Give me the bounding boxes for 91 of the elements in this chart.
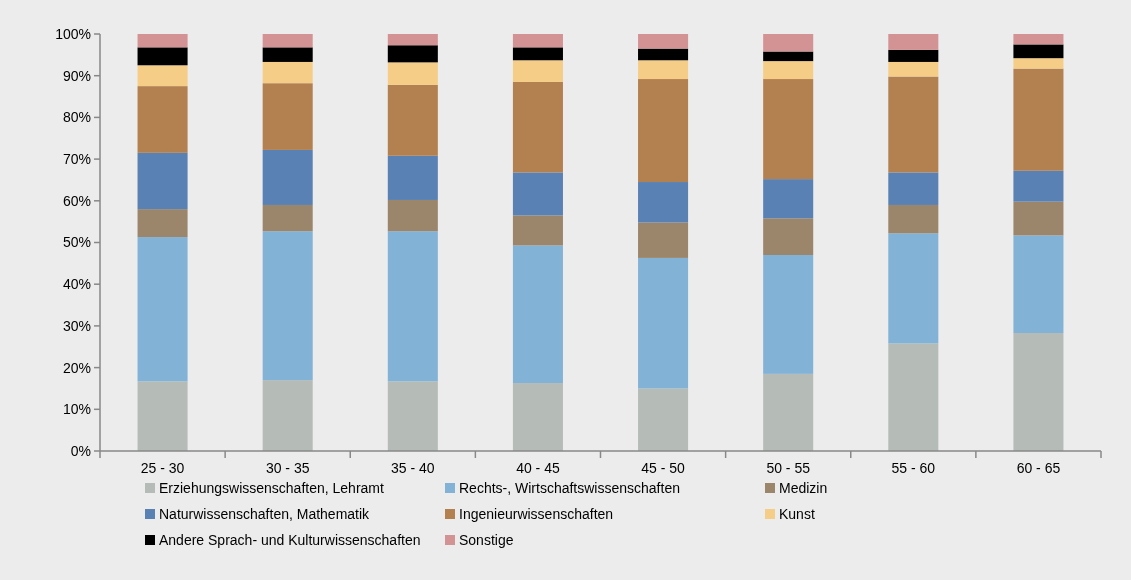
y-tick-label: 40% — [62, 276, 91, 293]
bar — [638, 182, 689, 223]
bar — [387, 231, 438, 382]
bar — [137, 65, 188, 87]
bar — [638, 222, 689, 258]
legend-label: Rechts-, Wirtschaftswissenschaften — [459, 479, 680, 496]
legend-label: Naturwissenschaften, Mathematik — [159, 505, 371, 522]
bar — [262, 34, 313, 48]
bar — [262, 380, 313, 451]
bar — [512, 245, 563, 384]
bar — [387, 84, 438, 156]
bar — [137, 152, 188, 210]
bar — [638, 34, 689, 49]
bar — [262, 204, 313, 232]
bar — [888, 61, 939, 77]
legend-label: Sonstige — [459, 531, 514, 548]
bar — [262, 231, 313, 381]
bar — [262, 149, 313, 205]
bar — [512, 47, 563, 61]
x-tick-label: 55 - 60 — [891, 460, 936, 476]
bar — [137, 209, 188, 238]
bar — [387, 34, 438, 46]
bar — [638, 48, 689, 61]
y-tick-label: 70% — [62, 151, 91, 167]
bar — [888, 343, 939, 451]
bar — [387, 155, 438, 200]
x-tick-label: 45 - 50 — [641, 460, 686, 476]
bar — [1013, 201, 1064, 236]
x-tick-label: 30 - 35 — [265, 460, 310, 476]
y-tick-label: 20% — [62, 359, 91, 376]
bar — [137, 34, 188, 48]
bar — [137, 86, 188, 153]
legend-label: Kunst — [779, 505, 815, 522]
bar — [1013, 34, 1064, 45]
y-tick-label: 0% — [70, 442, 91, 459]
bar — [262, 83, 313, 150]
bar — [1013, 332, 1064, 451]
bar — [387, 381, 438, 451]
bar — [512, 172, 563, 216]
bar — [512, 60, 563, 82]
bar — [763, 218, 814, 256]
bar — [888, 49, 939, 62]
bar — [1013, 235, 1064, 333]
x-tick-label: 40 - 45 — [516, 460, 560, 476]
y-tick-label: 100% — [55, 25, 91, 42]
legend-label: Medizin — [779, 479, 828, 496]
bar — [137, 47, 188, 66]
bar — [512, 383, 563, 451]
bar — [638, 79, 689, 183]
bar — [387, 45, 438, 63]
bar — [387, 62, 438, 85]
legend-label: Ingenieurwissenschaften — [459, 505, 614, 522]
y-tick-label: 80% — [62, 109, 91, 126]
y-tick-label: 60% — [62, 192, 91, 209]
bar — [638, 257, 689, 389]
bar — [1013, 44, 1064, 59]
bar — [763, 61, 814, 80]
bar — [763, 179, 814, 219]
y-tick-label: 90% — [62, 67, 91, 84]
x-tick-label: 60 - 65 — [1016, 460, 1061, 476]
bar — [1013, 68, 1064, 171]
bar — [262, 47, 313, 62]
bar — [763, 51, 814, 62]
bar — [763, 255, 814, 374]
bar — [1013, 58, 1064, 69]
bar — [512, 34, 563, 48]
x-tick-label: 25 - 30 — [140, 460, 185, 476]
bar — [137, 381, 188, 451]
x-tick-label: 50 - 55 — [766, 460, 811, 476]
legend-label: Andere Sprach- und Kulturwissenschaften — [159, 531, 421, 548]
bar — [638, 60, 689, 80]
bar — [888, 233, 939, 344]
bar — [262, 61, 313, 84]
bar — [888, 172, 939, 205]
bar — [763, 34, 814, 52]
bar — [888, 76, 939, 173]
bar — [387, 199, 438, 232]
bar — [512, 215, 563, 246]
legend-label: Erziehungswissenschaften, Lehramt — [159, 479, 385, 496]
bar — [763, 373, 814, 451]
bar — [137, 237, 188, 382]
bar — [888, 204, 939, 234]
bar — [1013, 170, 1064, 202]
bar — [512, 81, 563, 173]
bar — [638, 388, 689, 451]
bar — [888, 34, 939, 50]
bar — [763, 79, 814, 180]
x-tick-label: 35 - 40 — [391, 460, 435, 476]
y-tick-label: 30% — [62, 317, 91, 334]
y-tick-label: 10% — [62, 401, 91, 418]
y-tick-label: 50% — [62, 234, 91, 251]
